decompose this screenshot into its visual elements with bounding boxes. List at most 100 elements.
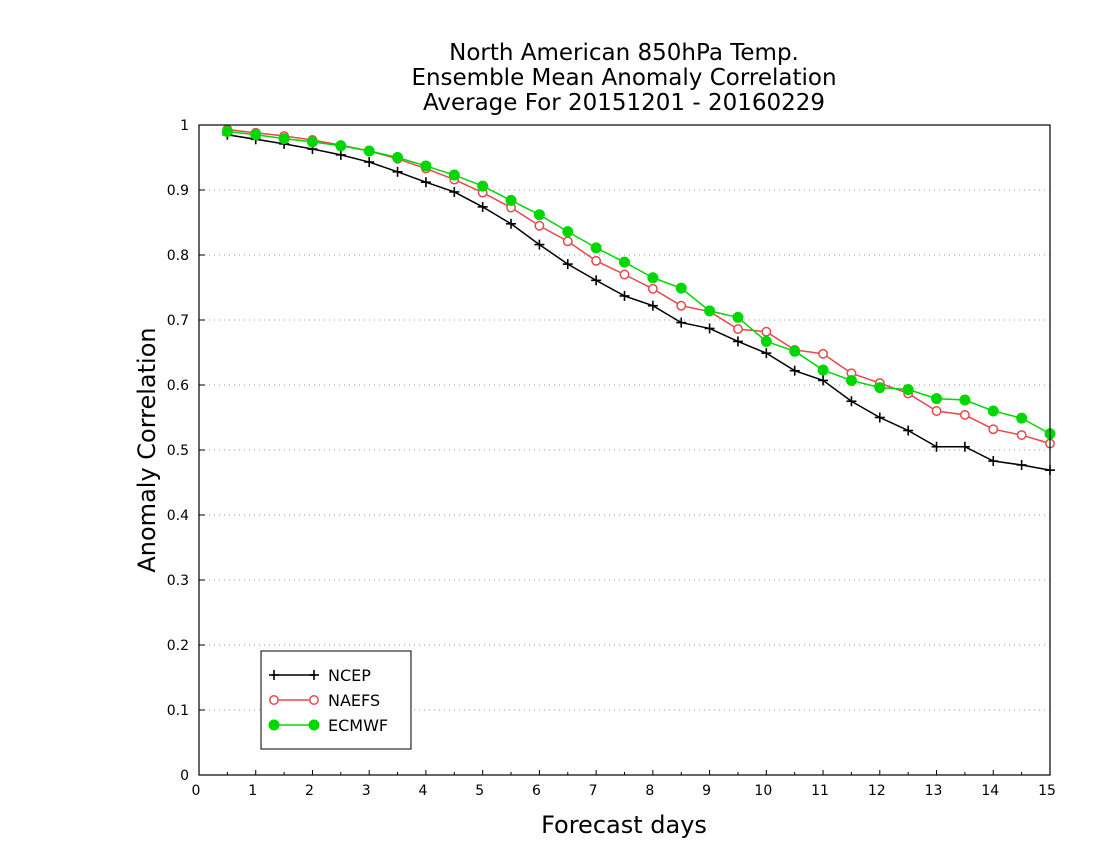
data-point-ncep [477, 201, 488, 212]
y-axis-title: Anomaly Correlation [133, 327, 161, 572]
data-point-ncep [364, 157, 375, 168]
data-point-ncep [988, 456, 999, 467]
y-tick-label: 0.9 [167, 183, 189, 199]
y-tick-label: 0.8 [167, 248, 189, 264]
data-point-ecmwf [505, 194, 517, 206]
x-tick-label: 7 [589, 783, 598, 799]
data-point-ecmwf [874, 382, 886, 394]
x-axis-title: Forecast days [541, 811, 707, 839]
y-tick-label: 0.1 [167, 703, 189, 719]
data-point-ncep [732, 336, 743, 347]
y-tick-label: 0 [180, 768, 189, 784]
data-point-ecmwf [987, 405, 999, 417]
data-point-ncep [619, 290, 630, 301]
data-point-ecmwf [590, 242, 602, 254]
data-point-ecmwf [959, 394, 971, 406]
data-point-naefs [959, 409, 970, 420]
data-point-naefs [534, 220, 545, 231]
data-point-naefs [647, 283, 658, 294]
data-point-ecmwf [562, 226, 574, 238]
title-line-1: North American 850hPa Temp. [449, 40, 799, 66]
x-tick-label: 6 [532, 783, 541, 799]
y-tick-label: 0.5 [167, 443, 189, 459]
data-point-ncep [676, 317, 687, 328]
data-point-ecmwf [335, 140, 347, 152]
data-point-ecmwf [363, 145, 375, 157]
data-point-ncep [931, 441, 942, 452]
data-point-ecmwf [221, 126, 233, 137]
data-point-ncep [420, 177, 431, 188]
data-point-naefs [1016, 430, 1027, 440]
y-tick-label: 0.7 [167, 313, 189, 329]
legend-item-naefs: NAEFS [269, 691, 380, 710]
data-point-ecmwf [448, 169, 460, 181]
plot-frame [198, 124, 1051, 776]
data-point-naefs [591, 255, 602, 266]
legend-label-ecmwf: ECMWF [328, 716, 388, 735]
data-point-ecmwf [931, 393, 943, 405]
data-point-naefs [562, 236, 573, 247]
series-ncep [222, 129, 1055, 476]
data-point-ncep [818, 375, 829, 386]
x-tick-label: 10 [754, 783, 772, 799]
data-point-ecmwf [845, 374, 857, 386]
data-point-ecmwf [817, 364, 829, 376]
data-point-naefs [931, 406, 942, 416]
data-point-ncep [449, 186, 460, 197]
data-point-ecmwf [732, 311, 744, 323]
data-point-naefs [761, 326, 772, 337]
legend-marker-end [309, 670, 319, 680]
data-point-naefs [988, 424, 999, 435]
data-point-ncep [1016, 459, 1027, 470]
data-point-naefs [818, 348, 829, 359]
x-tick-label: 5 [475, 783, 484, 799]
data-point-naefs [619, 269, 630, 280]
y-tick-label: 1 [180, 118, 189, 134]
series-ecmwf [221, 126, 1056, 440]
x-tick-label: 0 [192, 783, 201, 799]
y-tick-label: 0.3 [167, 573, 189, 589]
data-point-ecmwf [619, 256, 630, 268]
data-point-ncep [591, 275, 602, 286]
legend-label-ncep: NCEP [328, 666, 371, 685]
x-tick-label: 13 [925, 783, 943, 799]
x-tick-label: 8 [645, 783, 654, 799]
legend-item-ncep: NCEP [269, 666, 371, 685]
data-point-ecmwf [306, 136, 318, 148]
data-point-ncep [647, 300, 658, 311]
x-tick-label: 14 [981, 783, 999, 799]
data-point-ncep [335, 149, 346, 160]
data-point-ncep [846, 396, 857, 407]
x-tick-label: 1 [248, 783, 257, 799]
data-point-ecmwf [392, 152, 404, 163]
data-point-ecmwf [902, 384, 914, 396]
legend-item-ecmwf: ECMWF [268, 716, 388, 735]
x-tick-label: 15 [1038, 783, 1056, 799]
y-tick-label: 0.2 [167, 638, 189, 654]
data-point-naefs [733, 324, 743, 335]
x-tick-label: 4 [418, 783, 427, 799]
legend-marker-end [309, 695, 319, 705]
legend-marker-start [269, 670, 279, 680]
title-line-2: Ensemble Mean Anomaly Correlation [411, 65, 836, 91]
data-point-naefs [676, 300, 687, 311]
title-line-3: Average For 20151201 - 20160229 [423, 90, 825, 116]
data-point-ncep [534, 239, 545, 250]
data-point-ecmwf [760, 335, 772, 347]
data-point-ncep [704, 323, 715, 334]
data-point-ncep [392, 166, 403, 177]
legend-marker-start [269, 695, 279, 705]
data-point-ncep [562, 259, 573, 270]
series-layer [221, 124, 1056, 476]
y-axis: 0 0.1 0.2 0.3 0.4 0.5 0.6 0.7 0.8 0.9 1 [167, 118, 205, 784]
data-point-ecmwf [1016, 412, 1028, 424]
x-axis: 0 1 2 3 4 5 6 7 8 9 10 11 12 13 14 15 [192, 770, 1056, 799]
data-point-ecmwf [533, 209, 545, 221]
x-tick-label: 11 [811, 783, 829, 799]
data-point-ncep [874, 412, 885, 423]
series-line-ecmwf [227, 130, 1051, 435]
x-tick-label: 12 [868, 783, 886, 799]
data-point-ecmwf [278, 133, 290, 145]
data-point-ecmwf [420, 160, 432, 172]
